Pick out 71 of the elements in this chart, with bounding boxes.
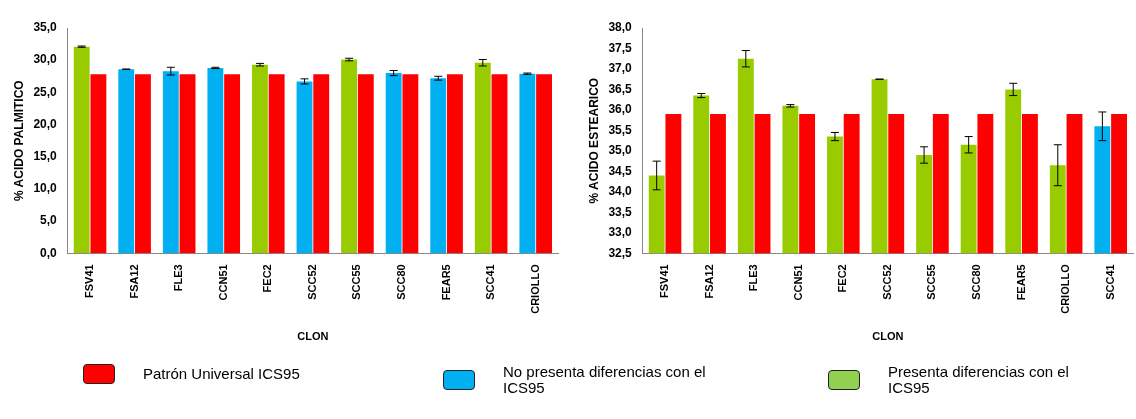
x-tick-label: FLE3: [747, 264, 760, 292]
bar: [135, 74, 151, 254]
y-tick-label: 15,0: [33, 149, 58, 164]
x-tick-label: FSV41: [83, 264, 96, 298]
x-tick-label: SCC55: [350, 264, 363, 300]
x-tick-label: FSA12: [702, 264, 715, 299]
y-tick-label: 35,5: [608, 122, 633, 137]
bar: [313, 74, 330, 254]
y-tick-label: 37,5: [608, 40, 633, 55]
y-tick-label: 5,0: [40, 213, 58, 228]
x-tick-label: FLE3: [172, 264, 185, 292]
bar: [179, 74, 196, 254]
y-tick-label: 10,0: [33, 181, 58, 196]
x-tick-label: CCN51: [216, 264, 229, 301]
x-tick-label: SCC55: [925, 264, 938, 300]
x-tick-label: SCC41: [484, 264, 497, 300]
x-axis-title: CLON: [872, 330, 904, 343]
bar: [90, 74, 107, 254]
y-tick-label: 32,5: [608, 245, 633, 260]
y-tick-label: 36,0: [608, 102, 633, 117]
y-tick-label: 25,0: [33, 84, 58, 99]
y-tick-label: 35,0: [608, 143, 633, 158]
bar: [162, 71, 179, 254]
y-tick-label: 20,0: [33, 116, 58, 131]
category-label: Presenta diferencias con el ICS95: [888, 363, 1070, 396]
x-tick-label: CRIOLLO: [528, 263, 541, 314]
x-tick-label: SCC41: [1103, 264, 1116, 300]
y-tick-label: 34,5: [608, 163, 633, 178]
y-tick-label: 34,0: [608, 184, 633, 199]
x-tick-label: FSA12: [127, 264, 140, 299]
bar: [402, 74, 419, 254]
x-tick-label: CRIOLLO: [1059, 263, 1072, 314]
x-tick-label: SCC52: [305, 264, 318, 300]
y-tick-label: 38,0: [608, 20, 633, 35]
x-axis-title: CLON: [297, 330, 329, 343]
bar: [519, 73, 536, 254]
bar: [357, 74, 374, 254]
y-tick-label: 33,0: [608, 225, 633, 240]
x-tick-label: SCC52: [880, 264, 893, 300]
bar: [207, 67, 224, 254]
x-tick-label: CCN51: [791, 264, 804, 301]
bar: [118, 69, 135, 254]
y-tick-label: 0,0: [40, 245, 58, 260]
x-tick-label: FSV41: [658, 264, 671, 298]
x-tick-label: SCC80: [970, 264, 983, 300]
category-label: Patrón Universal ICS95: [143, 365, 301, 382]
bar: [385, 73, 402, 254]
y-tick-label: 33,5: [608, 204, 633, 219]
bar: [341, 59, 358, 254]
bar: [252, 64, 268, 254]
bar: [224, 74, 241, 254]
bar: [491, 74, 508, 254]
x-tick-label: FEC2: [836, 264, 849, 293]
y-axis-title: % ACIDO PALMITICO: [11, 80, 26, 201]
y-tick-label: 36,5: [608, 81, 633, 96]
bar: [430, 78, 447, 254]
x-tick-label: FEC2: [261, 264, 274, 293]
x-tick-label: FEAR5: [439, 264, 452, 301]
bar: [447, 74, 463, 254]
y-tick-label: 37,0: [608, 61, 633, 76]
y-tick-label: 35,0: [33, 20, 58, 35]
bar: [536, 74, 553, 254]
category-label: No presenta diferencias con el ICS95: [503, 363, 707, 396]
x-tick-label: SCC80: [395, 264, 408, 300]
bar: [296, 81, 313, 254]
y-tick-label: 30,0: [33, 52, 58, 67]
bar: [73, 46, 90, 254]
bar: [268, 74, 285, 254]
y-axis-title: % ACIDO ESTEARICO: [586, 77, 601, 204]
bar: [474, 62, 491, 254]
x-tick-label: FEAR5: [1014, 264, 1027, 301]
